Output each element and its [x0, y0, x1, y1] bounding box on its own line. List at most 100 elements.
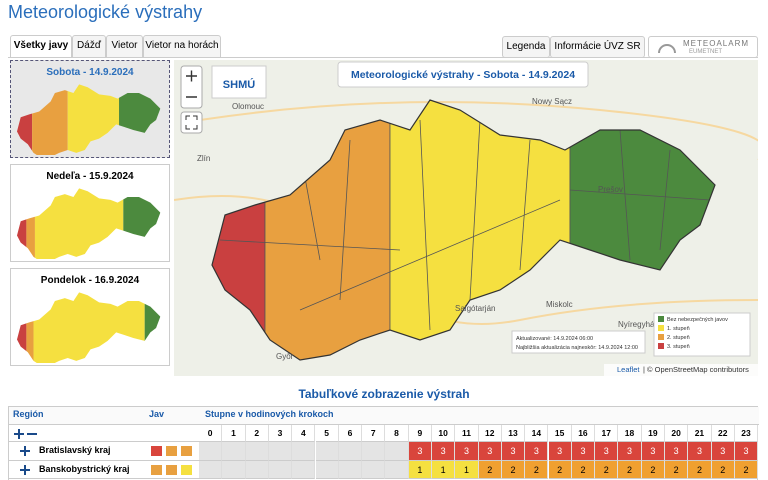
shmu-logo: SHMÚ [223, 78, 255, 91]
row-separator [9, 425, 199, 442]
day-label: Nedeľa - 15.9.2024 [46, 171, 134, 182]
map[interactable]: SHMÚ Meteorologické výstrahy - Sobota - … [174, 60, 758, 376]
hour-header: 14 [525, 425, 549, 442]
column-header: Stupne v hodinových krokoch [205, 409, 334, 419]
level-cell: 2 [665, 460, 689, 479]
tab[interactable]: Vietor [106, 35, 143, 57]
thumb-map [16, 84, 161, 155]
warning-icon [180, 445, 193, 457]
level-cell: 3 [525, 442, 549, 461]
hour-header: 21 [688, 425, 712, 442]
hour-header: 13 [501, 425, 526, 442]
level-cell: 1 [455, 460, 479, 479]
level-cell [315, 460, 339, 479]
legend-item: 2. stupeň [667, 335, 690, 341]
expand-row[interactable] [19, 445, 31, 457]
level-cell: 3 [501, 442, 526, 461]
level-cell: 3 [618, 442, 642, 461]
level-cell [292, 442, 316, 461]
attribution-link[interactable]: Leaflet [617, 365, 640, 374]
button[interactable]: Informácie ÚVZ SR [550, 36, 645, 58]
level-cell: 2 [501, 460, 526, 479]
expand-all[interactable] [13, 427, 39, 441]
hour-header: 6 [338, 425, 363, 442]
warning-icon [150, 445, 163, 457]
level-cell [338, 442, 363, 461]
region-name: Banskobystrický kraj [39, 463, 130, 474]
hour-header: 3 [268, 425, 293, 442]
level-cell [292, 460, 316, 479]
level-cell: 1 [432, 460, 456, 479]
level-cell: 1 [408, 460, 432, 479]
legend-item: 3. stupeň [667, 344, 690, 350]
level-cell [222, 460, 246, 479]
table-header [9, 407, 759, 425]
hour-header: 20 [665, 425, 689, 442]
level-cell [245, 442, 269, 461]
city: Salgótarján [455, 304, 495, 313]
city: Nyíregyháza [618, 320, 663, 329]
legend-item: 1. stupeň [667, 326, 690, 332]
level-cell [268, 442, 293, 461]
level-cell: 3 [455, 442, 479, 461]
expand-row[interactable] [19, 464, 31, 476]
hour-header: 16 [571, 425, 596, 442]
logo-sub: EUMETNET [689, 49, 722, 55]
level-cell [338, 460, 363, 479]
row-bg [9, 442, 199, 461]
hour-header: 1 [222, 425, 246, 442]
level-cell: 3 [641, 442, 665, 461]
level-cell: 3 [478, 442, 502, 461]
level-cell [222, 442, 246, 461]
hour-header: 23 [734, 425, 759, 442]
tab[interactable]: Všetky javy [10, 35, 72, 57]
hour-header: 2 [245, 425, 269, 442]
level-cell: 2 [688, 460, 712, 479]
level-cell: 2 [478, 460, 502, 479]
warning-icon [165, 445, 178, 457]
level-cell [385, 442, 409, 461]
hour-header: 17 [595, 425, 619, 442]
city: Prešov [598, 185, 623, 194]
map-title: Meteorologické výstrahy - Sobota - 14.9.… [351, 69, 575, 81]
page-title: Meteorologické výstrahy [8, 2, 203, 22]
button[interactable]: Legenda [502, 36, 550, 58]
hour-header: 18 [618, 425, 642, 442]
level-cell [245, 460, 269, 479]
level-cell: 2 [734, 460, 759, 479]
tab[interactable]: Dážď [72, 35, 106, 57]
divider [8, 57, 758, 58]
level-cell [268, 460, 293, 479]
thumb-map [16, 292, 161, 363]
level-cell: 2 [595, 460, 619, 479]
level-cell: 3 [595, 442, 619, 461]
hour-header: 11 [455, 425, 479, 442]
level-cell [199, 442, 223, 461]
hour-header: 0 [199, 425, 223, 442]
level-cell: 2 [711, 460, 735, 479]
hour-header: 4 [292, 425, 316, 442]
hour-header: 22 [711, 425, 735, 442]
column-header: Jav [149, 409, 165, 419]
level-cell: 2 [525, 460, 549, 479]
city: Nowy Sącz [532, 97, 572, 106]
day-card[interactable]: Nedeľa - 15.9.2024 [10, 164, 170, 262]
level-cell: 3 [734, 442, 759, 461]
level-cell: 3 [688, 442, 712, 461]
day-card[interactable]: Pondelok - 16.9.2024 [10, 268, 170, 366]
warning-icon [180, 463, 193, 476]
hour-header: 12 [478, 425, 502, 442]
day-card[interactable]: Sobota - 14.9.2024 [10, 60, 170, 158]
day-label: Sobota - 14.9.2024 [46, 67, 134, 78]
level-cell [385, 460, 409, 479]
meteoalarm-logo[interactable]: METEOALARM EUMETNET [648, 36, 758, 58]
tab[interactable]: Vietor na horách [143, 35, 221, 57]
region-name: Bratislavský kraj [39, 445, 111, 455]
hour-header: 7 [362, 425, 386, 442]
day-label: Pondelok - 16.9.2024 [40, 275, 140, 286]
level-cell: 3 [571, 442, 596, 461]
city: Miskolc [546, 300, 573, 309]
level-cell: 3 [665, 442, 689, 461]
level-cell [362, 442, 386, 461]
